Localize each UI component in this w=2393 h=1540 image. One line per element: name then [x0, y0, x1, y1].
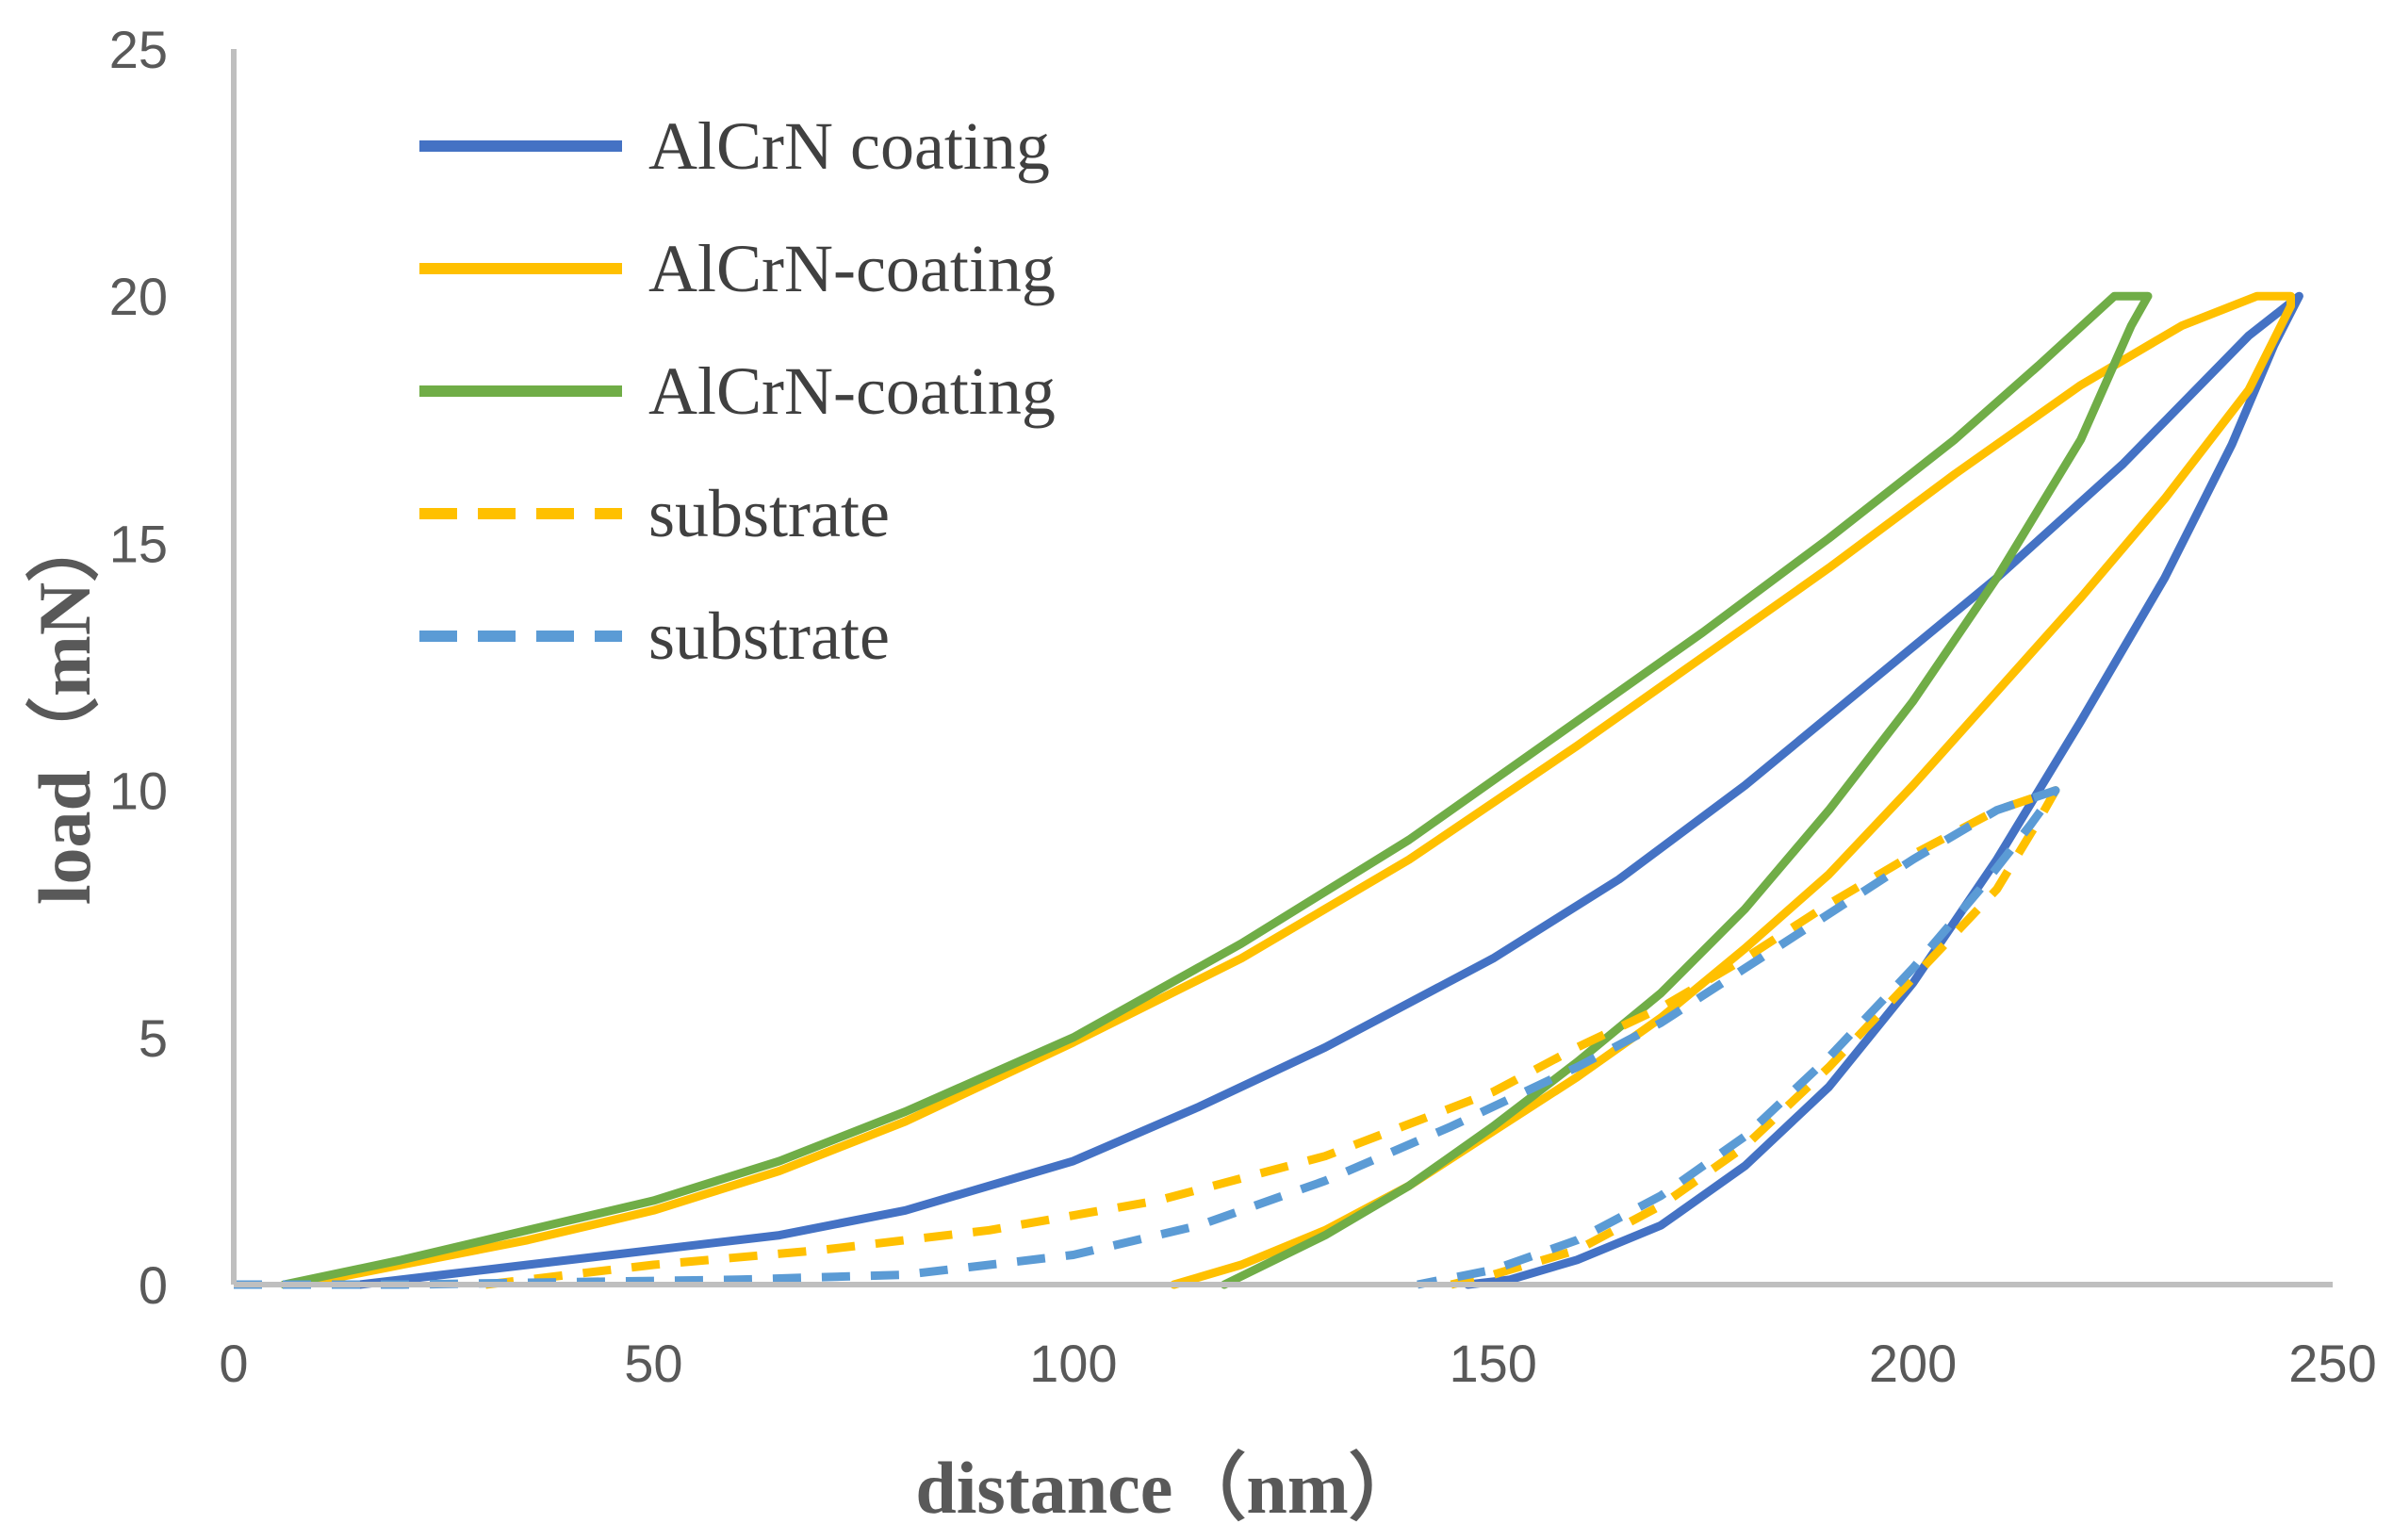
- series-line-3: [279, 291, 2153, 1289]
- legend-label-3: AlCrN-coating: [648, 353, 1056, 429]
- legend-label-4: substrate: [648, 476, 890, 551]
- x-tick-label: 50: [624, 1334, 682, 1393]
- y-tick-label: 15: [109, 514, 168, 573]
- y-tick-label: 5: [139, 1008, 168, 1068]
- x-axis-title: distance（nm）: [915, 1447, 1421, 1529]
- series-line-4: [484, 786, 2060, 1289]
- y-tick-label: 25: [109, 20, 168, 79]
- x-tick-label: 0: [219, 1334, 248, 1393]
- legend: AlCrN coating AlCrN-coating AlCrN-coating s…: [419, 108, 1056, 674]
- plot-lines: [234, 291, 2303, 1289]
- series-line-5: [234, 786, 2060, 1289]
- y-tick-label: 0: [139, 1255, 168, 1315]
- x-tick-label: 150: [1449, 1334, 1536, 1393]
- legend-label-5: substrate: [648, 598, 890, 674]
- y-tick-label: 20: [109, 267, 168, 326]
- y-tick-labels: 0 5 10 15 20 25: [109, 20, 168, 1315]
- x-tick-labels: 0 50 100 150 200 250: [219, 1334, 2376, 1393]
- legend-label-1: AlCrN coating: [648, 108, 1050, 184]
- y-axis-title: load（mN）: [24, 509, 106, 905]
- x-tick-label: 250: [2288, 1334, 2376, 1393]
- series-line-1: [355, 291, 2303, 1289]
- series-line-2: [296, 291, 2295, 1289]
- y-tick-label: 10: [109, 762, 168, 821]
- x-tick-label: 100: [1029, 1334, 1117, 1393]
- legend-label-2: AlCrN-coating: [648, 231, 1056, 306]
- x-tick-label: 200: [1869, 1334, 1957, 1393]
- axes: [231, 49, 2333, 1287]
